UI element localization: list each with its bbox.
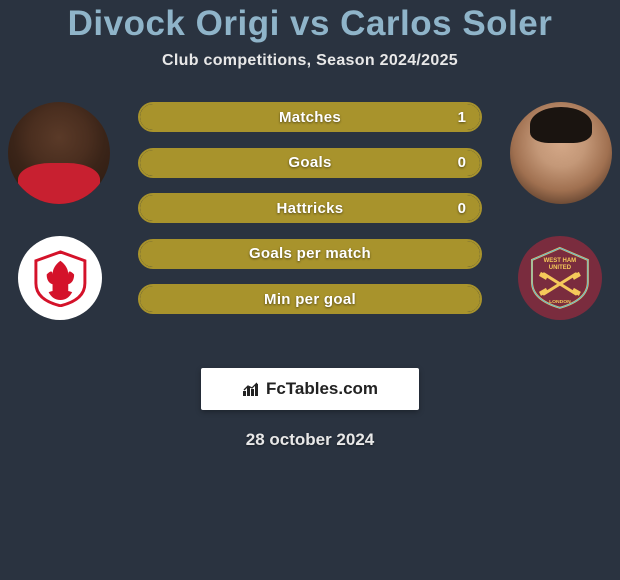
player-right-face-icon (510, 102, 612, 204)
club-left-badge (18, 236, 102, 320)
stat-row-mpg: Min per goal (138, 284, 482, 314)
player-right-avatar (510, 102, 612, 204)
forest-crest-icon (31, 249, 90, 308)
stat-label: Min per goal (140, 286, 480, 312)
bars-icon (242, 381, 262, 397)
player-left-avatar (8, 102, 110, 204)
stat-value-right: 0 (458, 150, 466, 176)
stat-row-goals: Goals 0 (138, 148, 482, 178)
stat-value-right: 1 (458, 104, 466, 130)
player-left-face-icon (8, 102, 110, 204)
comparison-card: Divock Origi vs Carlos Soler Club compet… (0, 0, 620, 450)
source-logo-card: FcTables.com (201, 368, 419, 410)
subtitle: Club competitions, Season 2024/2025 (0, 52, 620, 70)
stat-label: Goals (140, 150, 480, 176)
westham-crest-icon: WEST HAM UNITED LONDON (528, 246, 592, 310)
svg-text:LONDON: LONDON (549, 299, 571, 305)
club-right-badge: WEST HAM UNITED LONDON (518, 236, 602, 320)
svg-text:UNITED: UNITED (549, 265, 572, 271)
main-area: WEST HAM UNITED LONDON Matches (0, 102, 620, 352)
svg-text:WEST HAM: WEST HAM (544, 258, 577, 264)
stat-label: Hattricks (140, 195, 480, 221)
stat-row-matches: Matches 1 (138, 102, 482, 132)
source-logo: FcTables.com (242, 379, 378, 399)
page-title: Divock Origi vs Carlos Soler (0, 4, 620, 44)
stat-row-gpm: Goals per match (138, 239, 482, 269)
stats-column: Matches 1 Goals 0 Hattricks 0 Goals per … (138, 102, 482, 330)
source-logo-text: FcTables.com (266, 379, 378, 399)
stat-label: Goals per match (140, 241, 480, 267)
stat-label: Matches (140, 104, 480, 130)
stat-row-hattricks: Hattricks 0 (138, 193, 482, 223)
stat-value-right: 0 (458, 195, 466, 221)
date-label: 28 october 2024 (0, 430, 620, 450)
